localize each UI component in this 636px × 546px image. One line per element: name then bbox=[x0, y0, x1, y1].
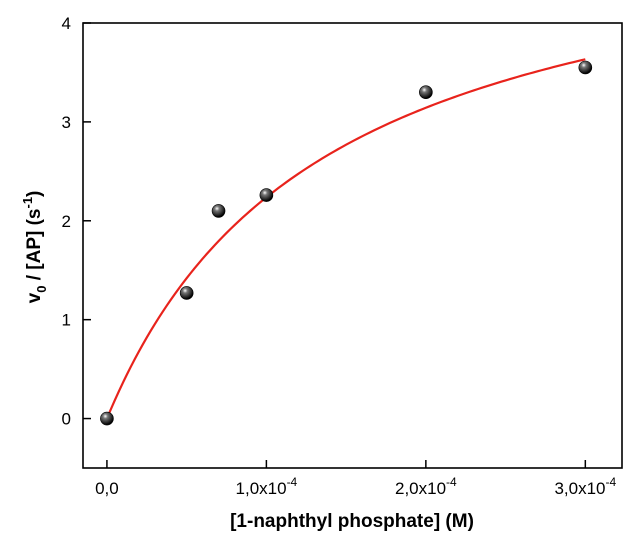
fit-curve-layer bbox=[105, 58, 586, 419]
y-tick-label-4: 4 bbox=[62, 14, 71, 33]
data-point-2 bbox=[211, 204, 226, 218]
x-tick-label-3: 3,0x10-4 bbox=[554, 475, 616, 498]
y-axis-title-end: ) bbox=[24, 191, 45, 197]
x-axis-title: [1-naphthyl phosphate] (M) bbox=[230, 511, 474, 532]
data-point-1 bbox=[179, 286, 194, 300]
data-points-layer bbox=[100, 60, 593, 426]
data-point-3 bbox=[259, 188, 274, 202]
axes: 0 1 2 3 4 0,0 1,0x10-4 2,0x10-4 3,0x10-4 bbox=[62, 14, 623, 498]
x-tick-label-2: 2,0x10-4 bbox=[395, 475, 457, 498]
y-tick-label-3: 3 bbox=[62, 113, 71, 132]
y-axis-title-subscript: 0 bbox=[34, 286, 49, 293]
y-axis-title-superscript: -1 bbox=[20, 197, 35, 209]
y-tick-label-1: 1 bbox=[62, 311, 71, 330]
y-axis-title-middle: / [AP] (s bbox=[24, 209, 45, 286]
x-tick-label-0: 0,0 bbox=[95, 479, 119, 498]
y-tick-label-0: 0 bbox=[62, 410, 71, 429]
y-tick-label-2: 2 bbox=[62, 212, 71, 231]
data-point-5 bbox=[578, 60, 593, 75]
data-point-0 bbox=[100, 411, 114, 426]
y-axis-title-main: v bbox=[24, 292, 45, 303]
y-axis-title: v0 / [AP] (s-1) bbox=[20, 191, 49, 304]
plot-frame bbox=[82, 22, 623, 469]
data-point-4 bbox=[419, 85, 433, 100]
fit-curve bbox=[105, 58, 586, 419]
x-tick-label-1: 1,0x10-4 bbox=[236, 475, 298, 498]
